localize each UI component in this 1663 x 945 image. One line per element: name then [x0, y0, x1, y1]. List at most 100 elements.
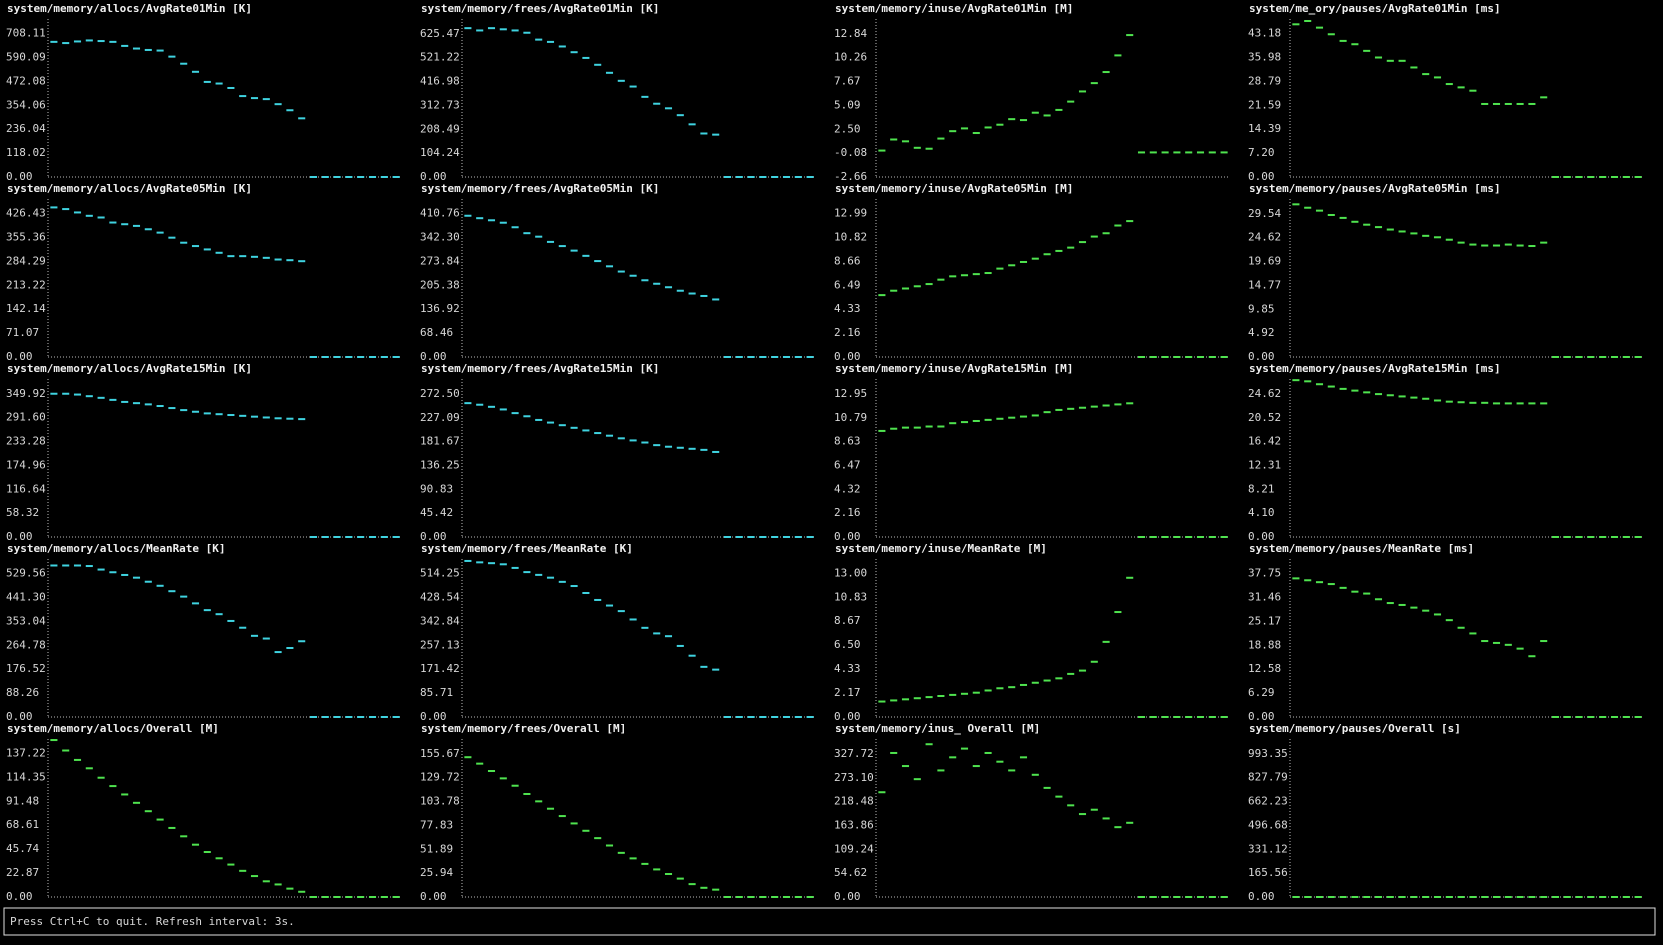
- y-tick-label: 45.74: [6, 842, 39, 855]
- data-point: [972, 132, 980, 135]
- data-point: [960, 127, 969, 130]
- data-point: [62, 392, 70, 395]
- y-tick-label: 4.92: [1248, 326, 1275, 339]
- y-tick-label: 9.85: [1248, 302, 1275, 315]
- data-point: [368, 176, 377, 178]
- y-tick-label: 496.68: [1248, 818, 1288, 831]
- y-tick-label: 77.83: [420, 818, 453, 831]
- data-point: [1173, 356, 1181, 358]
- data-point: [333, 716, 341, 718]
- data-point: [1315, 26, 1324, 29]
- data-point: [1422, 397, 1430, 400]
- data-point: [203, 80, 211, 83]
- y-tick-label: 174.96: [6, 458, 46, 471]
- data-point: [984, 418, 992, 421]
- y-tick-label: 22.87: [6, 866, 39, 879]
- data-point: [180, 835, 188, 838]
- data-point: [1055, 108, 1063, 111]
- data-point: [345, 716, 353, 718]
- data-point: [97, 776, 105, 779]
- data-point: [392, 176, 400, 178]
- data-point: [333, 536, 341, 538]
- data-point: [782, 176, 791, 178]
- chart-title: system/memory/pauses/MeanRate [ms]: [1249, 542, 1474, 555]
- data-point: [759, 536, 767, 538]
- data-point: [984, 272, 992, 275]
- data-point: [890, 427, 898, 430]
- data-point: [1019, 260, 1028, 263]
- y-tick-label: 137.22: [6, 746, 46, 759]
- y-tick-label: 171.42: [420, 662, 460, 675]
- data-point: [972, 273, 980, 276]
- data-point: [1422, 609, 1430, 612]
- chart-title: system/me_ory/pauses/AvgRate01Min [ms]: [1249, 2, 1501, 15]
- data-point: [1587, 896, 1595, 898]
- data-point: [1457, 626, 1465, 629]
- data-point: [1386, 394, 1394, 397]
- chart-title: system/memory/allocs/Overall [M]: [7, 722, 219, 735]
- y-tick-label: 257.13: [420, 638, 460, 651]
- data-point: [1196, 151, 1205, 154]
- data-point: [1610, 536, 1619, 538]
- data-point: [1220, 151, 1228, 154]
- data-point: [1008, 264, 1016, 267]
- data-point: [688, 447, 696, 450]
- data-point: [984, 126, 992, 129]
- data-point: [1149, 896, 1157, 898]
- y-tick-label: 25.17: [1248, 614, 1281, 627]
- data-point: [180, 409, 188, 412]
- data-point: [50, 206, 58, 209]
- data-point: [333, 356, 341, 358]
- data-point: [535, 573, 543, 576]
- data-point: [1610, 716, 1619, 718]
- data-point: [937, 137, 945, 140]
- y-tick-label: 208.49: [420, 122, 460, 135]
- data-point: [890, 751, 898, 754]
- data-point: [191, 70, 200, 73]
- data-point: [487, 219, 496, 222]
- data-point: [582, 56, 590, 59]
- data-point: [1008, 769, 1016, 772]
- data-point: [1078, 813, 1087, 816]
- data-point: [1410, 232, 1418, 235]
- data-point: [1433, 896, 1442, 898]
- data-point: [1374, 226, 1383, 229]
- data-point: [1410, 66, 1418, 69]
- data-point: [1528, 896, 1536, 898]
- data-point: [487, 405, 496, 408]
- y-tick-label: 0.00: [1248, 530, 1275, 543]
- data-point: [782, 356, 791, 358]
- data-point: [1043, 786, 1051, 789]
- data-point: [794, 536, 802, 538]
- data-point: [605, 434, 614, 437]
- y-tick-label: 2.50: [834, 122, 861, 135]
- data-point: [1575, 356, 1583, 358]
- data-point: [380, 356, 388, 358]
- y-tick-label: 993.35: [1248, 747, 1288, 760]
- data-point: [1587, 356, 1595, 358]
- data-point: [109, 398, 117, 401]
- data-point: [712, 133, 720, 136]
- y-tick-label: 37.75: [1248, 567, 1281, 580]
- y-tick-label: 103.78: [420, 795, 460, 808]
- data-point: [1374, 393, 1383, 396]
- data-point: [298, 260, 306, 263]
- data-point: [535, 418, 543, 421]
- data-point: [109, 221, 117, 224]
- data-point: [262, 637, 270, 640]
- data-point: [653, 444, 661, 447]
- y-tick-label: 327.72: [834, 747, 874, 760]
- data-point: [203, 248, 211, 251]
- data-point: [380, 536, 388, 538]
- data-point: [1304, 19, 1312, 22]
- data-point: [1173, 151, 1181, 154]
- data-point: [937, 425, 945, 428]
- data-point: [239, 626, 247, 629]
- data-point: [250, 255, 259, 258]
- data-point: [1492, 244, 1501, 247]
- data-point: [806, 356, 814, 358]
- data-point: [747, 536, 755, 538]
- y-tick-label: 521.22: [420, 51, 460, 64]
- y-tick-label: 4.32: [834, 482, 861, 495]
- data-point: [132, 402, 141, 405]
